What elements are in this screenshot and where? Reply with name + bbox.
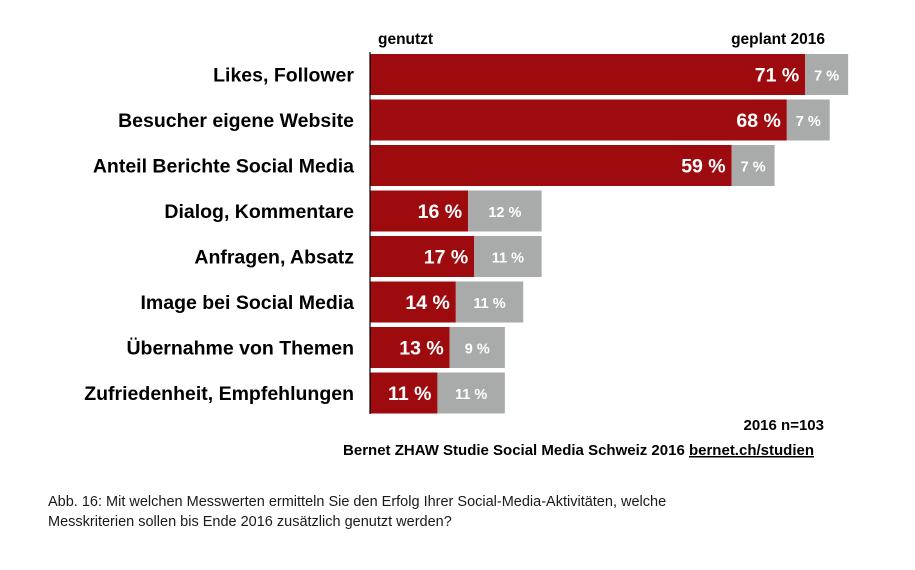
legend-used: genutzt	[378, 31, 433, 48]
category-label: Image bei Social Media	[141, 292, 355, 314]
value-label-used: 13 %	[399, 338, 443, 360]
value-label-planned: 11 %	[492, 251, 524, 267]
value-label-used: 68 %	[736, 110, 780, 132]
category-label: Zufriedenheit, Empfehlungen	[84, 383, 354, 405]
figure-caption: Abb. 16: Mit welchen Messwerten ermittel…	[48, 492, 848, 532]
chart: genutzt geplant 2016 Likes, Follower 71 %…	[84, 31, 849, 459]
bar-planned	[455, 281, 524, 323]
bar-planned	[474, 236, 542, 277]
value-label-planned: 7 %	[814, 69, 839, 85]
value-label-used: 59 %	[681, 156, 725, 178]
value-label-planned: 11 %	[473, 296, 505, 312]
bar-used	[370, 54, 806, 95]
value-label-used: 71 %	[755, 65, 799, 87]
bar-planned	[468, 190, 542, 232]
caption-line-1: Abb. 16: Mit welchen Messwerten ermittel…	[48, 494, 667, 510]
source-text: Bernet ZHAW Studie Social Media Schweiz …	[343, 442, 689, 459]
bar-planned	[449, 327, 505, 368]
category-label: Anteil Berichte Social Media	[93, 156, 354, 178]
bars-group: Likes, Follower 71 % 7 % Besucher eigene We…	[84, 54, 849, 414]
bar-planned	[786, 99, 830, 141]
bar-used	[370, 190, 469, 232]
value-label-planned: 9 %	[465, 342, 490, 358]
value-label-used: 16 %	[418, 201, 462, 223]
bar-planned	[437, 372, 505, 414]
category-label: Anfragen, Absatz	[194, 247, 354, 269]
category-label: Übernahme von Themen	[126, 337, 354, 360]
bar-used	[370, 281, 456, 323]
bar-used	[370, 236, 475, 277]
source-note: Bernet ZHAW Studie Social Media Schweiz …	[343, 442, 814, 459]
caption-line-2: Messkriterien sollen bis Ende 2016 zusät…	[48, 514, 452, 530]
category-label: Besucher eigene Website	[118, 110, 354, 132]
value-label-used: 17 %	[424, 247, 468, 269]
legend-planned: geplant 2016	[731, 31, 825, 48]
category-label: Likes, Follower	[213, 65, 354, 87]
bar-used	[370, 145, 732, 186]
bar-used	[370, 372, 438, 414]
value-label-planned: 11 %	[455, 387, 487, 403]
value-label-planned: 12 %	[488, 205, 521, 221]
value-label-planned: 7 %	[741, 160, 766, 176]
bar-planned	[731, 145, 775, 186]
bar-used	[370, 99, 787, 141]
bar-used	[370, 327, 450, 368]
source-link[interactable]: bernet.ch/studien	[689, 442, 814, 459]
bar-planned	[805, 54, 849, 95]
sample-size-note: 2016 n=103	[744, 417, 825, 434]
value-label-planned: 7 %	[796, 114, 821, 130]
category-label: Dialog, Kommentare	[164, 201, 354, 223]
value-label-used: 14 %	[405, 292, 449, 314]
value-label-used: 11 %	[388, 383, 431, 405]
